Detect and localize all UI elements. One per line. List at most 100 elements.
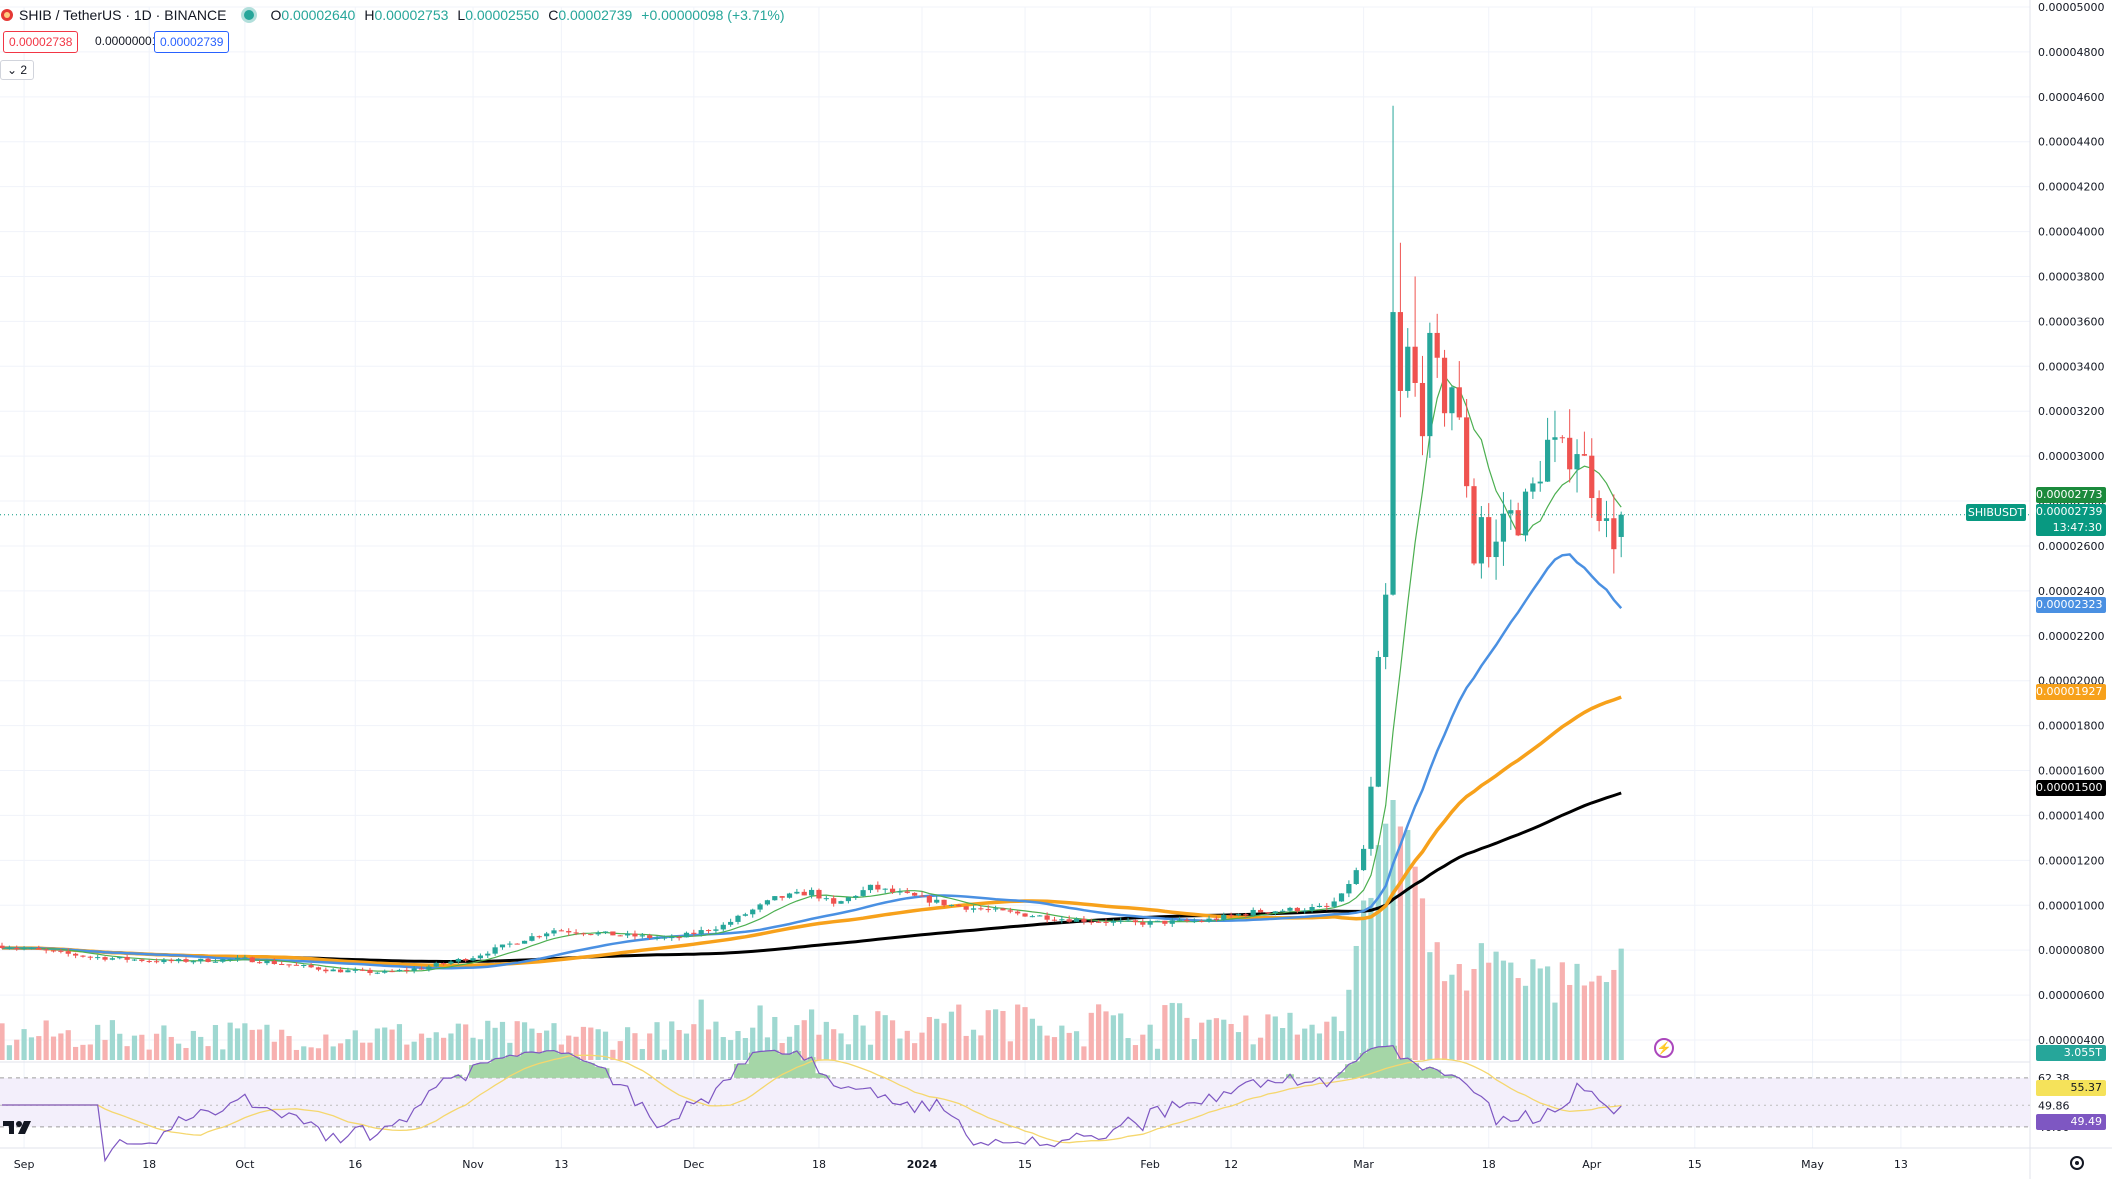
candle-body bbox=[1272, 911, 1278, 913]
tradingview-logo-icon[interactable] bbox=[2, 1118, 38, 1136]
time-tick-label: 12 bbox=[1224, 1158, 1238, 1171]
candle-body bbox=[978, 908, 984, 910]
candle-body bbox=[676, 937, 682, 939]
buy-button[interactable]: 0.00002739 bbox=[154, 31, 230, 53]
candle-body bbox=[1007, 910, 1013, 912]
volume-bar bbox=[315, 1048, 322, 1060]
candle-body bbox=[1486, 517, 1492, 558]
candle-body bbox=[617, 935, 623, 937]
volume-bar bbox=[1213, 1018, 1219, 1060]
indicators-collapse-button[interactable]: ⌄ 2 bbox=[0, 60, 35, 80]
candle-body bbox=[441, 963, 447, 965]
volume-bar bbox=[1235, 1032, 1242, 1060]
candle-body bbox=[1257, 909, 1264, 913]
volume-bar bbox=[860, 1025, 866, 1060]
candle-body bbox=[146, 960, 152, 962]
gear-icon[interactable] bbox=[2070, 1156, 2084, 1170]
candle-body bbox=[1029, 916, 1035, 918]
volume-bar bbox=[205, 1046, 211, 1060]
volume-bar bbox=[58, 1033, 64, 1060]
candle-body bbox=[1603, 518, 1610, 521]
candle-body bbox=[919, 895, 925, 897]
volume-bar bbox=[867, 1044, 874, 1060]
volume-bar bbox=[1581, 985, 1587, 1060]
volume-bar bbox=[1338, 1031, 1345, 1060]
time-tick-label: Dec bbox=[683, 1158, 704, 1171]
candle-body bbox=[610, 931, 616, 936]
volume-bar bbox=[948, 1011, 955, 1060]
candle-body bbox=[360, 969, 366, 971]
candle-body bbox=[124, 956, 130, 960]
volume-bar bbox=[904, 1030, 910, 1060]
candle-body bbox=[1346, 883, 1352, 894]
volume-bar bbox=[934, 1018, 940, 1060]
ohlc-open: O0.00002640 bbox=[270, 7, 356, 23]
candle-body bbox=[1265, 912, 1271, 914]
candle-body bbox=[212, 961, 219, 963]
candle-body bbox=[705, 930, 712, 932]
volume-badge: 3.055T bbox=[2036, 1045, 2106, 1061]
candle-body bbox=[279, 963, 285, 965]
volume-bar bbox=[146, 1049, 152, 1060]
candle-body bbox=[507, 943, 513, 945]
volume-bar bbox=[1059, 1025, 1065, 1060]
volume-bar bbox=[1397, 826, 1403, 1060]
candle-body bbox=[823, 898, 829, 900]
volume-bar bbox=[1265, 1014, 1271, 1060]
volume-bar bbox=[330, 1046, 336, 1060]
sell-button[interactable]: 0.00002738 bbox=[3, 31, 79, 53]
volume-bar bbox=[1456, 964, 1462, 1060]
volume-bar bbox=[831, 1029, 837, 1060]
candle-body bbox=[661, 937, 667, 939]
symbol-title[interactable]: SHIB / TetherUS · 1D · BINANCE bbox=[19, 7, 227, 23]
candle-body bbox=[875, 884, 881, 890]
lightning-icon[interactable]: ⚡ bbox=[1654, 1038, 1674, 1058]
volume-bar bbox=[1508, 962, 1514, 1060]
volume-bar bbox=[234, 1028, 241, 1060]
price-tick-label: 0.00003800 bbox=[2038, 270, 2104, 283]
volume-bar bbox=[521, 1022, 528, 1060]
volume-bar bbox=[1493, 951, 1499, 1060]
ohlc-high: H0.00002753 bbox=[364, 7, 449, 23]
candle-body bbox=[1545, 439, 1551, 482]
candle-body bbox=[1471, 486, 1477, 564]
candle-body bbox=[477, 955, 483, 959]
candle-body bbox=[6, 947, 12, 949]
volume-bar bbox=[507, 1042, 513, 1060]
candle-body bbox=[1478, 517, 1484, 564]
candle-body bbox=[1206, 918, 1212, 922]
volume-bar bbox=[1096, 1004, 1102, 1060]
candle-body bbox=[73, 953, 79, 956]
candle-body bbox=[330, 969, 336, 972]
ma-orange-badge: 0.00001927 bbox=[2036, 684, 2106, 700]
volume-bar bbox=[1567, 984, 1573, 1060]
candle-body bbox=[1066, 919, 1072, 922]
volume-bar bbox=[1250, 1044, 1256, 1060]
volume-bar bbox=[50, 1036, 57, 1060]
candle-body bbox=[448, 961, 454, 964]
candle-body bbox=[1221, 914, 1227, 920]
volume-bar bbox=[367, 1042, 373, 1060]
candle-body bbox=[867, 884, 874, 891]
candle-body bbox=[418, 968, 425, 970]
volume-bar bbox=[1515, 978, 1521, 1060]
price-tick-label: 0.00004800 bbox=[2038, 46, 2104, 59]
volume-bar bbox=[735, 1031, 741, 1060]
volume-bar bbox=[257, 1029, 263, 1060]
volume-bar bbox=[1132, 1045, 1139, 1060]
volume-bar bbox=[264, 1024, 270, 1060]
candle-body bbox=[1118, 920, 1124, 922]
volume-bar bbox=[772, 1016, 778, 1060]
candle-body bbox=[750, 909, 756, 915]
time-tick-label: 16 bbox=[348, 1158, 362, 1171]
volume-bar bbox=[1375, 845, 1381, 1060]
candle-body bbox=[1081, 918, 1087, 922]
price-tick-label: 0.00004000 bbox=[2038, 226, 2104, 239]
candle-body bbox=[234, 957, 241, 960]
volume-bar bbox=[43, 1020, 49, 1060]
candle-body bbox=[794, 891, 800, 894]
candle-body bbox=[1103, 921, 1109, 923]
candle-body bbox=[632, 933, 638, 937]
volume-bar bbox=[514, 1021, 520, 1060]
